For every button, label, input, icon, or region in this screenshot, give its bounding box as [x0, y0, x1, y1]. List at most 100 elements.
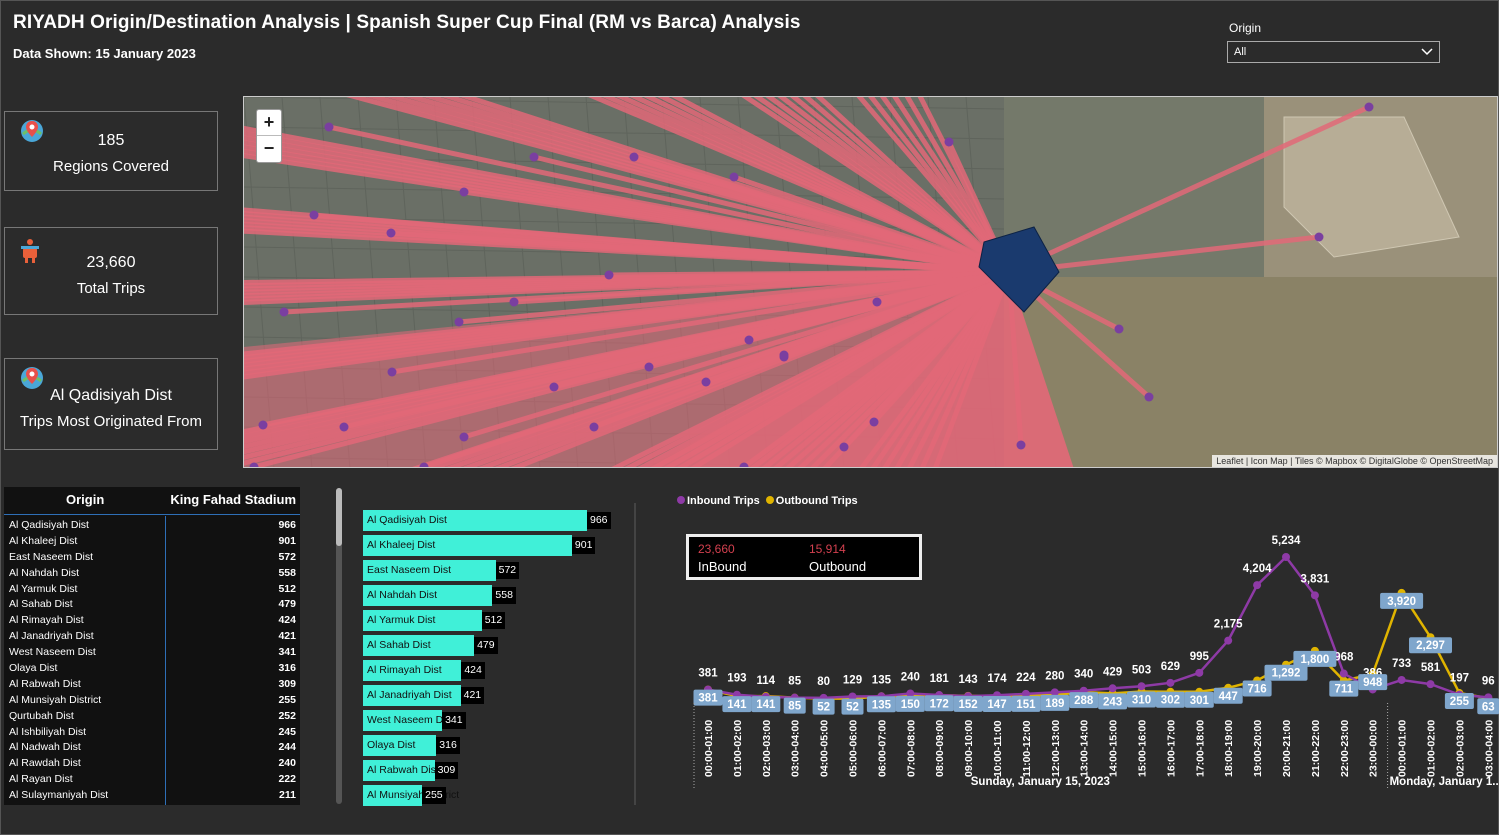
flow-line[interactable]	[608, 269, 1010, 278]
origin-point[interactable]	[387, 367, 397, 377]
scrollbar-thumb[interactable]	[336, 488, 342, 546]
table-row[interactable]: Al Janadriyah Dist 421	[4, 628, 300, 644]
flow-line[interactable]	[813, 97, 1012, 274]
origin-point[interactable]	[386, 228, 396, 238]
destination-stadium-area[interactable]	[978, 226, 1060, 313]
flow-line[interactable]	[533, 154, 1010, 275]
origin-point[interactable]	[419, 462, 429, 469]
origin-point[interactable]	[644, 362, 654, 372]
origin-point[interactable]	[739, 462, 749, 469]
flow-line[interactable]	[1008, 234, 1320, 275]
table-row[interactable]: Olaya Dist 316	[4, 660, 300, 676]
origin-point[interactable]	[339, 422, 349, 432]
origin-point[interactable]	[744, 335, 754, 345]
inbound-point[interactable]	[1339, 669, 1348, 678]
table-row[interactable]: Al Rabwah Dist 309	[4, 676, 300, 692]
table-row[interactable]: Al Rawdah Dist 240	[4, 755, 300, 771]
bar[interactable]	[363, 585, 493, 606]
flow-line[interactable]	[503, 97, 1011, 275]
table-header-origin[interactable]: Origin	[66, 492, 105, 507]
inbound-point[interactable]	[848, 692, 857, 701]
table-scrollbar[interactable]	[336, 488, 342, 804]
origin-point[interactable]	[629, 152, 639, 162]
legend-inbound-label[interactable]: Inbound Trips	[687, 495, 760, 507]
bar[interactable]	[363, 735, 437, 756]
origin-point[interactable]	[459, 187, 469, 197]
origin-point[interactable]	[309, 210, 319, 220]
origin-point[interactable]	[509, 297, 519, 307]
origin-point[interactable]	[839, 442, 849, 452]
table-row[interactable]: Al Ishbiliyah Dist 245	[4, 724, 300, 740]
origin-point[interactable]	[589, 422, 599, 432]
origin-point[interactable]	[1114, 324, 1124, 334]
bar[interactable]	[363, 660, 462, 681]
origin-point[interactable]	[529, 152, 539, 162]
origin-filter-dropdown[interactable]: All	[1227, 41, 1440, 63]
table-row[interactable]: West Naseem Dist 341	[4, 644, 300, 660]
origin-point[interactable]	[1364, 102, 1374, 112]
origin-point[interactable]	[729, 172, 739, 182]
flow-line[interactable]	[704, 97, 1011, 274]
origin-point[interactable]	[1144, 392, 1154, 402]
bar[interactable]	[363, 560, 496, 581]
flow-line[interactable]	[731, 97, 1011, 274]
flow-line[interactable]	[1007, 104, 1371, 275]
flow-line[interactable]	[785, 97, 1012, 274]
flow-line[interactable]	[244, 125, 1010, 275]
bar[interactable]	[363, 685, 461, 706]
origin-point[interactable]	[779, 350, 789, 360]
origin-point[interactable]	[324, 122, 334, 132]
inbound-point[interactable]	[1195, 668, 1204, 677]
origin-point[interactable]	[604, 270, 614, 280]
flow-line[interactable]	[678, 97, 1011, 274]
inbound-point[interactable]	[1282, 552, 1290, 561]
origin-point[interactable]	[701, 377, 711, 387]
table-row[interactable]: East Naseem Dist 572	[4, 549, 300, 565]
inbound-point[interactable]	[1426, 680, 1435, 689]
origin-point[interactable]	[454, 317, 464, 327]
inbound-point[interactable]	[1108, 684, 1117, 693]
table-row[interactable]: Al Sulaymaniyah Dist 211	[4, 787, 300, 803]
bar[interactable]	[363, 610, 482, 631]
inbound-point[interactable]	[1050, 688, 1059, 697]
zoom-in-button[interactable]: +	[257, 110, 281, 136]
table-row[interactable]: Al Yarmuk Dist 512	[4, 581, 300, 597]
table-row[interactable]: Al Khaleej Dist 901	[4, 533, 300, 549]
table-row[interactable]: Al Munsiyah District 255	[4, 692, 300, 708]
origin-point[interactable]	[549, 382, 559, 392]
inbound-point[interactable]	[1137, 682, 1146, 691]
flow-line[interactable]	[652, 97, 1011, 274]
table-row[interactable]: Al Rayan Dist 222	[4, 771, 300, 787]
inbound-point[interactable]	[1310, 591, 1319, 600]
origin-point[interactable]	[258, 420, 268, 430]
table-row[interactable]: Al Nahdah Dist 558	[4, 565, 300, 581]
flow-map[interactable]: + − Leaflet | Icon Map | Tiles © Mapbox …	[243, 96, 1498, 468]
flow-line[interactable]	[463, 189, 1010, 275]
flow-line[interactable]	[458, 269, 1010, 325]
origin-point[interactable]	[459, 432, 469, 442]
flow-line[interactable]	[733, 174, 1010, 275]
bar[interactable]	[363, 510, 587, 531]
flow-line[interactable]	[390, 230, 1010, 275]
inbound-point[interactable]	[906, 689, 915, 698]
flow-line[interactable]	[758, 97, 1012, 274]
flow-line[interactable]	[328, 124, 1010, 275]
bar[interactable]	[363, 535, 572, 556]
table-row[interactable]: Al Nadwah Dist 244	[4, 739, 300, 755]
table-row[interactable]: Al Sahab Dist 479	[4, 596, 300, 612]
zoom-out-button[interactable]: −	[263, 138, 275, 158]
bar[interactable]	[363, 635, 475, 656]
inbound-point[interactable]	[1253, 581, 1262, 590]
origin-point[interactable]	[944, 137, 954, 147]
table-row[interactable]: Al Rimayah Dist 424	[4, 612, 300, 628]
table-header-stadium[interactable]: King Fahad Stadium	[170, 492, 296, 507]
origin-point[interactable]	[872, 297, 882, 307]
origin-point[interactable]	[279, 307, 289, 317]
table-row[interactable]: Al Qadisiyah Dist 966	[4, 517, 300, 533]
table-row[interactable]: Qurtubah Dist 252	[4, 708, 300, 724]
legend-outbound-label[interactable]: Outbound Trips	[775, 495, 858, 507]
bar[interactable]	[363, 710, 443, 731]
bar[interactable]	[363, 760, 435, 781]
bar[interactable]	[363, 785, 423, 806]
origin-point[interactable]	[1314, 232, 1324, 242]
